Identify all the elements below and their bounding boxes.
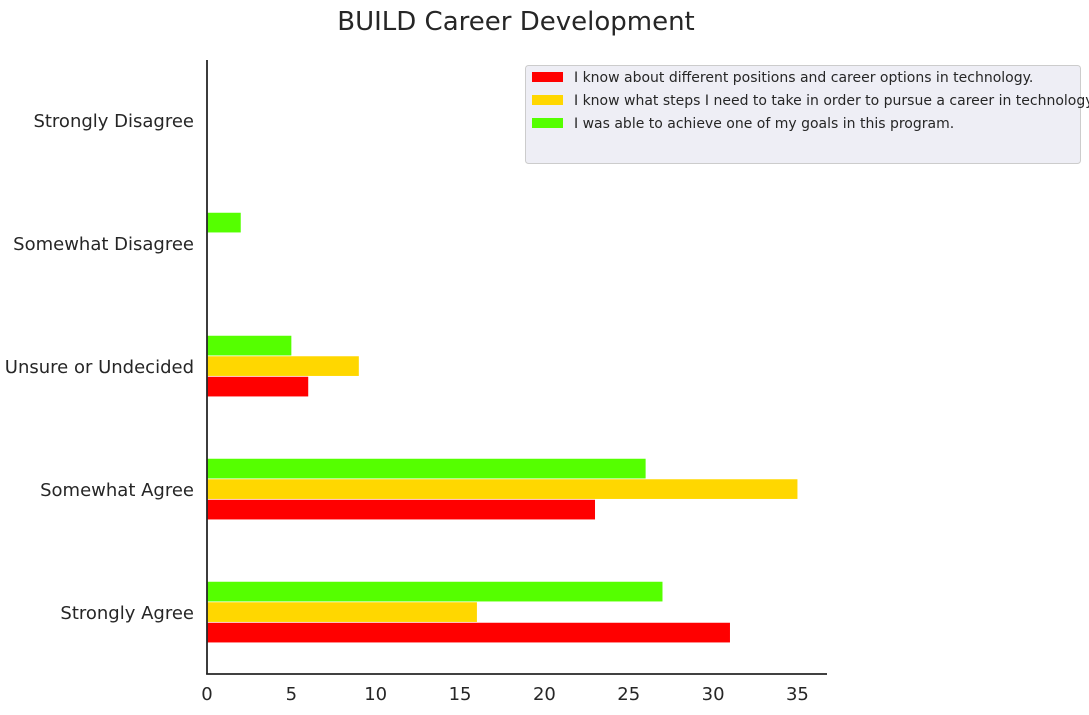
legend-label-1: I know about different positions and car…: [574, 70, 1033, 86]
x-tick-labels: 0 5 10 15 20 25 30 35: [201, 684, 809, 705]
bars-layer: [207, 212, 798, 643]
x-tick-label: 30: [702, 684, 725, 705]
legend-items: I know about different positions and car…: [532, 70, 1089, 132]
y-tick-label-somewhat-disagree: Somewhat Disagree: [13, 234, 194, 255]
legend-label-3: I was able to achieve one of my goals in…: [574, 116, 954, 132]
legend-label-2: I know what steps I need to take in orde…: [574, 93, 1089, 109]
legend: I know about different positions and car…: [525, 65, 1089, 164]
legend-swatch-3: [532, 118, 563, 128]
bar-somewhat-disagree-series-3: [207, 212, 241, 233]
chart-title: BUILD Career Development: [337, 7, 695, 37]
legend-box: [525, 65, 1081, 164]
x-tick-label: 15: [449, 684, 472, 705]
x-tick-label: 0: [201, 684, 212, 705]
y-tick-label-strongly-agree: Strongly Agree: [60, 603, 194, 624]
y-tick-labels: Strongly Agree Somewhat Agree Unsure or Un…: [5, 111, 194, 624]
legend-swatch-2: [532, 95, 563, 105]
y-tick-label-unsure-or-undecided: Unsure or Undecided: [5, 357, 194, 378]
x-tick-label: 20: [533, 684, 556, 705]
y-tick-label-somewhat-agree: Somewhat Agree: [40, 480, 194, 501]
y-tick-label-strongly-disagree: Strongly Disagree: [33, 111, 194, 132]
bar-somewhat-agree-series-3: [207, 458, 646, 479]
bar-strongly-agree-series-1: [207, 622, 730, 643]
x-tick-label: 35: [786, 684, 809, 705]
bar-strongly-agree-series-3: [207, 581, 663, 602]
bar-unsure-or-undecided-series-2: [207, 356, 359, 376]
axes-layer: [206, 60, 827, 675]
legend-swatch-1: [532, 72, 563, 82]
bar-unsure-or-undecided-series-1: [207, 376, 309, 397]
x-tick-label: 10: [364, 684, 387, 705]
bar-somewhat-agree-series-1: [207, 499, 596, 520]
bar-unsure-or-undecided-series-3: [207, 335, 292, 356]
x-tick-label: 5: [286, 684, 297, 705]
x-tick-label: 25: [617, 684, 640, 705]
bar-strongly-agree-series-2: [207, 602, 477, 622]
bar-somewhat-agree-series-2: [207, 479, 798, 499]
